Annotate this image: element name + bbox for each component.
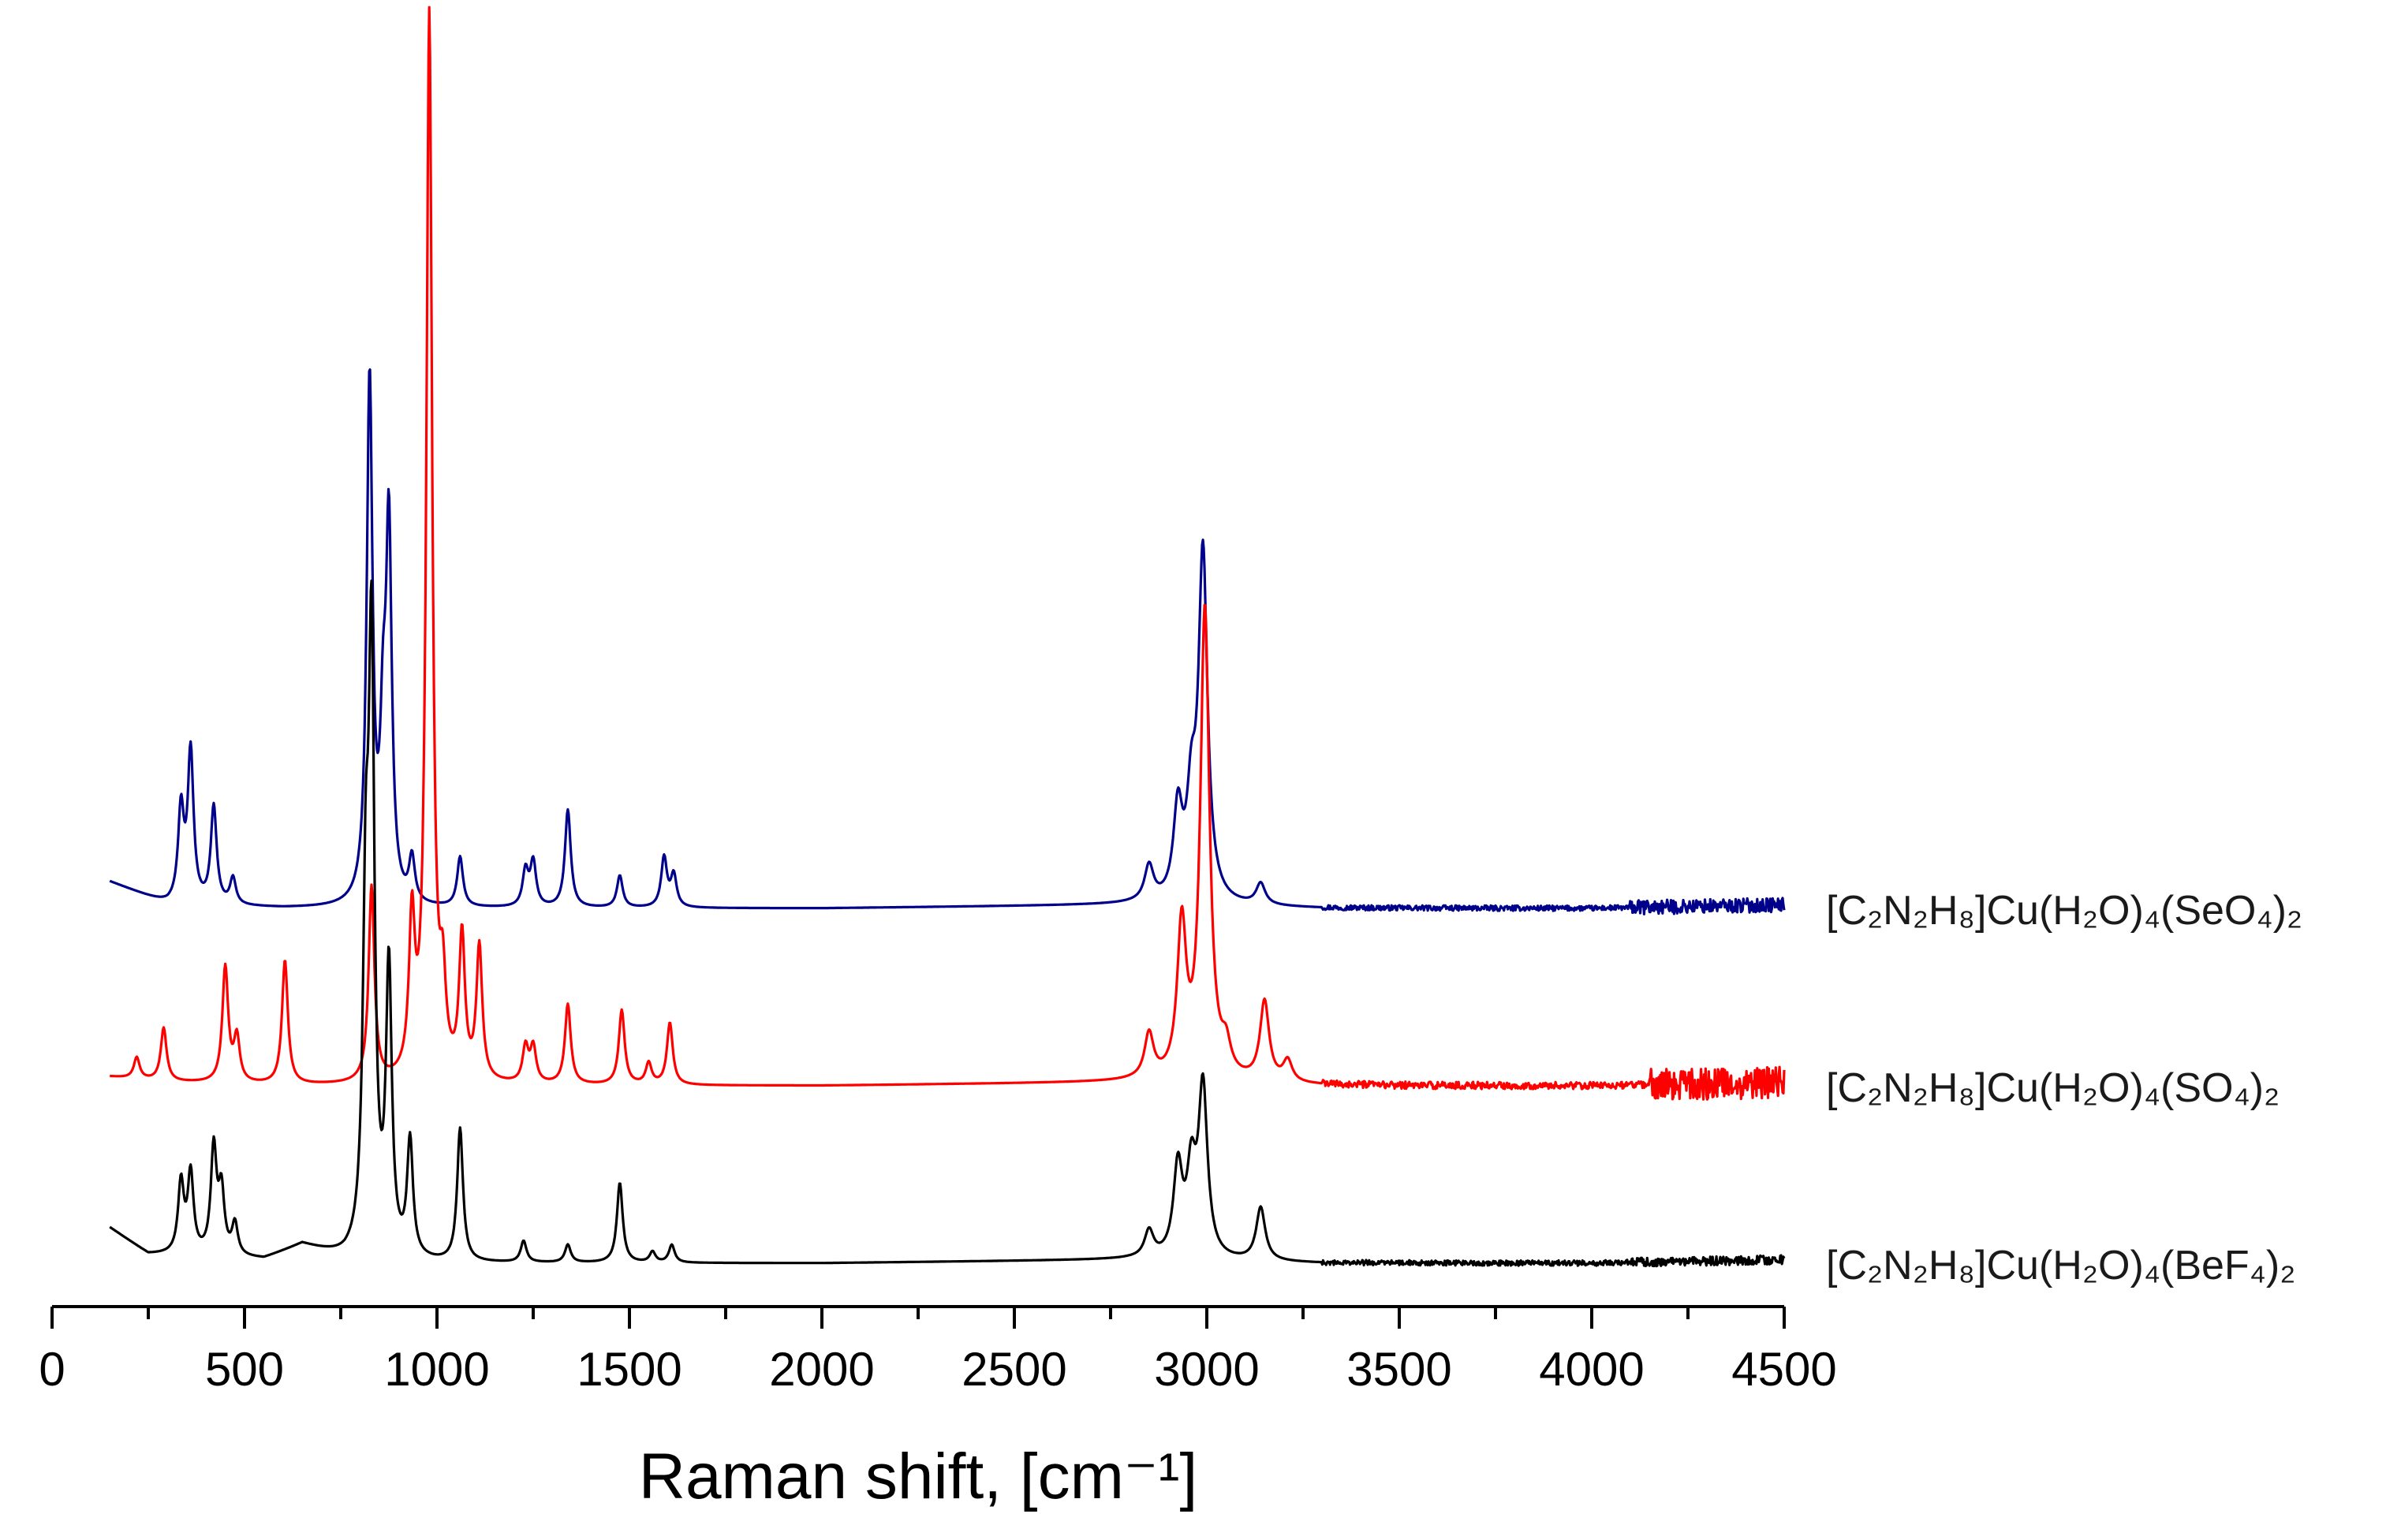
- x-axis-title: Raman shift, [cm⁻¹]: [639, 1441, 1198, 1512]
- legend-label-2: [C₂N₂H₈]Cu(H₂O)₄(BeF₄)₂: [1826, 1243, 2295, 1288]
- series-line-2: [109, 579, 1786, 1268]
- legend: [C₂N₂H₈]Cu(H₂O)₄(SeO₄)₂ [C₂N₂H₈]Cu(H₂O)₄(…: [1826, 888, 2302, 1288]
- legend-label-0: [C₂N₂H₈]Cu(H₂O)₄(SeO₄)₂: [1826, 888, 2302, 934]
- x-tick-label: 3000: [1154, 1343, 1259, 1396]
- x-tick-label: 1000: [384, 1343, 489, 1396]
- legend-label-1: [C₂N₂H₈]Cu(H₂O)₄(SO₄)₂: [1826, 1065, 2280, 1111]
- x-axis-ticks: 0 500 1000 1500 2000 2500 3000 3500 4000 4500: [39, 1307, 1837, 1396]
- x-tick-label: 500: [205, 1343, 284, 1396]
- series-line-0: [109, 368, 1786, 915]
- x-tick-label: 4000: [1539, 1343, 1644, 1396]
- x-tick-label: 3500: [1346, 1343, 1451, 1396]
- series-line-1: [109, 6, 1786, 1101]
- x-tick-label: 2500: [962, 1343, 1066, 1396]
- x-tick-label: 4500: [1731, 1343, 1836, 1396]
- x-tick-label: 2000: [769, 1343, 874, 1396]
- series-layer: [109, 6, 1786, 1268]
- x-tick-label: 1500: [577, 1343, 681, 1396]
- x-tick-label: 0: [39, 1343, 65, 1396]
